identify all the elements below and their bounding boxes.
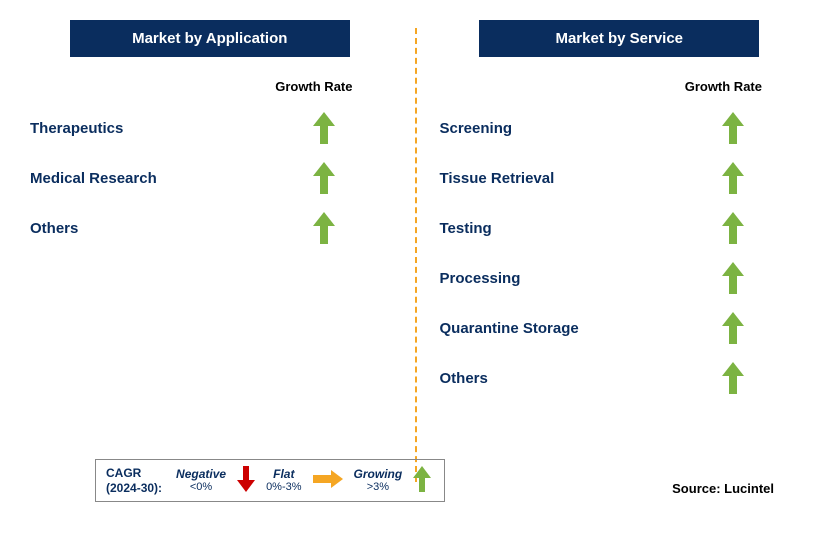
service-header: Market by Service: [479, 20, 759, 57]
vertical-divider: [415, 28, 417, 482]
arrow-up-icon: [313, 212, 335, 244]
source-label: Source: Lucintel: [672, 481, 774, 496]
service-row: Processing: [440, 262, 800, 294]
arrow-up-icon: [722, 162, 744, 194]
application-row: Therapeutics: [30, 112, 390, 144]
item-label: Testing: [440, 220, 492, 237]
arrow-up-icon: [722, 312, 744, 344]
service-row: Testing: [440, 212, 800, 244]
legend-negative: Negative <0%: [176, 468, 226, 493]
main-container: Market by Application Growth Rate Therap…: [0, 0, 829, 542]
service-row: Others: [440, 362, 800, 394]
legend-growing: Growing >3%: [354, 468, 403, 493]
application-row: Medical Research: [30, 162, 390, 194]
application-row: Others: [30, 212, 390, 244]
legend-label: Flat: [273, 468, 294, 481]
arrow-up-icon: [313, 112, 335, 144]
arrow-up-icon: [722, 112, 744, 144]
application-items: Therapeutics Medical Research Others: [30, 112, 390, 262]
legend-sub: >3%: [367, 481, 389, 493]
arrow-up-icon: [722, 362, 744, 394]
legend-sub: 0%-3%: [266, 481, 301, 493]
item-label: Tissue Retrieval: [440, 170, 555, 187]
panel-application: Market by Application Growth Rate Therap…: [30, 20, 415, 512]
arrow-up-icon: [722, 212, 744, 244]
application-header: Market by Application: [70, 20, 350, 57]
legend-label: Negative: [176, 468, 226, 481]
panel-service: Market by Service Growth Rate Screening …: [415, 20, 800, 512]
item-label: Others: [30, 220, 78, 237]
item-label: Therapeutics: [30, 120, 123, 137]
legend-cagr-range: (2024-30):: [106, 481, 162, 495]
growth-rate-label-right: Growth Rate: [440, 79, 800, 94]
service-row: Screening: [440, 112, 800, 144]
arrow-up-icon: [722, 262, 744, 294]
growth-rate-label-left: Growth Rate: [30, 79, 390, 94]
legend-cagr-title: CAGR: [106, 466, 162, 480]
legend-sub: <0%: [190, 481, 212, 493]
arrow-right-icon: [313, 470, 343, 491]
legend-cagr: CAGR (2024-30):: [106, 466, 162, 495]
service-items: Screening Tissue Retrieval Testing Proce…: [440, 112, 800, 412]
legend: CAGR (2024-30): Negative <0% Flat 0%-3% …: [95, 459, 445, 502]
item-label: Screening: [440, 120, 513, 137]
item-label: Others: [440, 370, 488, 387]
arrow-up-icon: [413, 466, 431, 495]
item-label: Processing: [440, 270, 521, 287]
legend-flat: Flat 0%-3%: [266, 468, 301, 493]
legend-label: Growing: [354, 468, 403, 481]
arrow-up-icon: [313, 162, 335, 194]
service-row: Tissue Retrieval: [440, 162, 800, 194]
item-label: Medical Research: [30, 170, 157, 187]
arrow-down-icon: [237, 466, 255, 495]
item-label: Quarantine Storage: [440, 320, 579, 337]
service-row: Quarantine Storage: [440, 312, 800, 344]
